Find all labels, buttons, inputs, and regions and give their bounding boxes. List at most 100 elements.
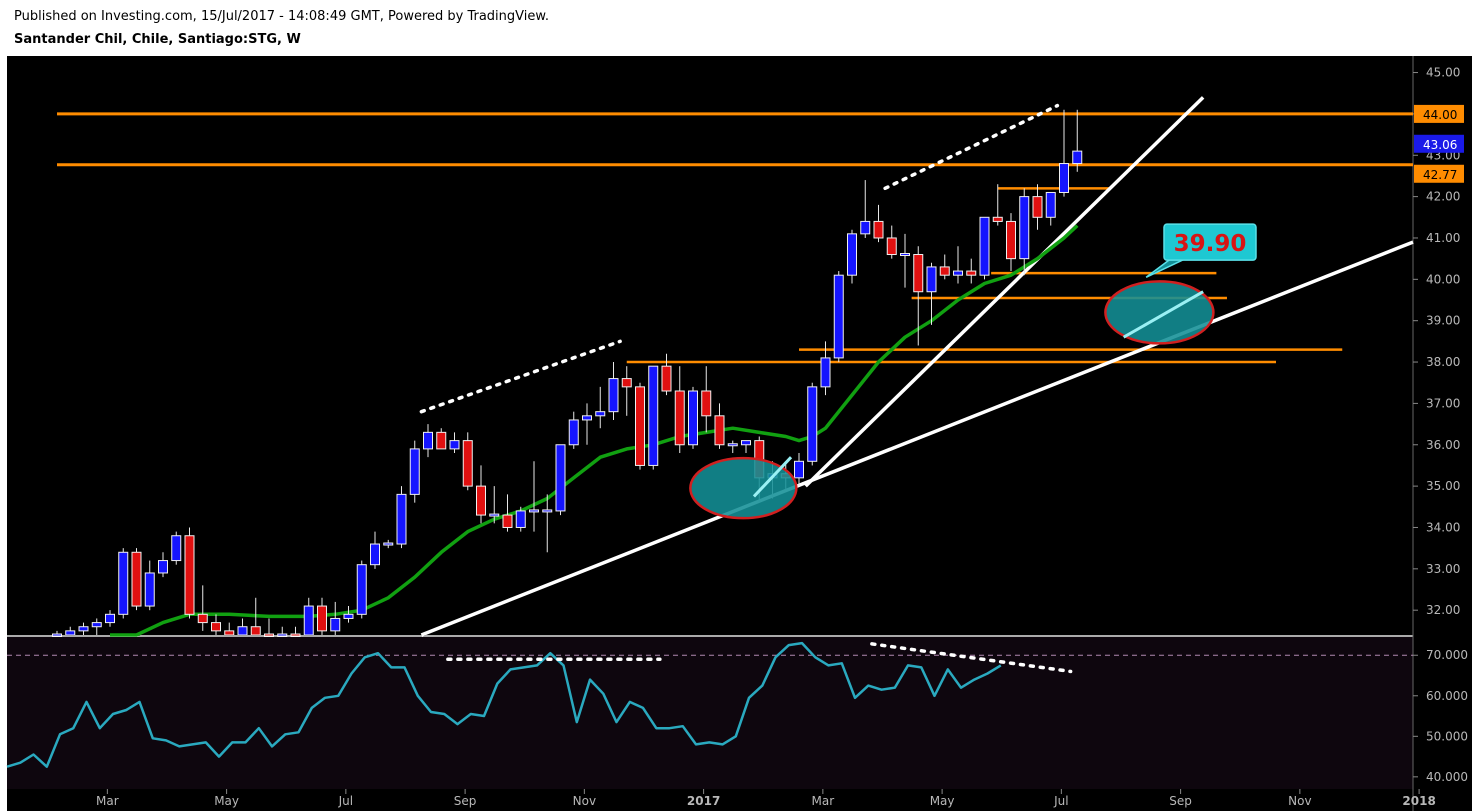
bullish-candle xyxy=(91,622,102,628)
bullish-candle xyxy=(727,443,738,447)
instrument-title: Santander Chil, Chile, Santiago:STG, W xyxy=(14,32,301,47)
bullish-candle xyxy=(1072,150,1083,165)
bullish-candle xyxy=(688,390,698,446)
bullish-candle xyxy=(343,613,354,619)
price-tick-label: 33.00 xyxy=(1426,562,1460,576)
rsi-tick-label: 60.000 xyxy=(1426,689,1468,703)
bullish-candle xyxy=(423,431,433,450)
bearish-candle xyxy=(886,237,897,256)
bearish-candle xyxy=(661,365,672,392)
bullish-candle xyxy=(489,513,500,517)
last-price-label: 43.06 xyxy=(1423,138,1457,152)
rsi-tick-label: 70.000 xyxy=(1426,648,1468,662)
bullish-candle xyxy=(833,274,844,359)
bullish-candle xyxy=(979,216,990,276)
bearish-candle xyxy=(939,266,950,276)
bullish-candle xyxy=(860,220,871,235)
time-tick-label: Nov xyxy=(573,794,596,808)
time-tick-label: Jul xyxy=(338,794,353,808)
bullish-candle xyxy=(277,633,288,637)
bullish-candle xyxy=(144,572,155,607)
bullish-candle xyxy=(105,613,115,624)
bullish-candle xyxy=(542,509,553,513)
trendline xyxy=(420,240,1414,637)
bullish-candle xyxy=(370,543,380,566)
bullish-candle xyxy=(158,560,168,574)
bearish-candle xyxy=(211,622,221,632)
price-tick-label: 40.00 xyxy=(1426,272,1460,286)
time-tick-label: May xyxy=(930,794,955,808)
bounce-zone-highlight xyxy=(752,456,793,498)
rsi-divergence-dotted-line xyxy=(870,642,1073,674)
target-zone-highlight xyxy=(1122,290,1204,339)
bearish-candle xyxy=(674,390,685,446)
bearish-candle xyxy=(714,415,725,446)
price-tick-label: 41.00 xyxy=(1426,231,1460,245)
price-tick-label: 32.00 xyxy=(1426,603,1460,617)
bullish-candle xyxy=(515,510,526,528)
time-tick-label: Mar xyxy=(96,794,119,808)
bullish-candle xyxy=(953,270,963,276)
bearish-candle xyxy=(873,220,884,239)
bearish-candle xyxy=(966,270,977,276)
time-tick-label: Sep xyxy=(454,794,477,808)
bullish-candle xyxy=(356,564,367,615)
bullish-candle xyxy=(1019,196,1030,260)
price-tick-label: 37.00 xyxy=(1426,396,1460,410)
bullish-candle xyxy=(595,411,606,417)
bullish-candle xyxy=(330,617,341,632)
bearish-candle xyxy=(264,633,274,637)
bearish-candle xyxy=(317,605,327,632)
resistance-price-label: 44.00 xyxy=(1423,108,1457,122)
time-axis xyxy=(7,789,1413,811)
publish-info: Published on Investing.com, 15/Jul/2017 … xyxy=(14,9,549,24)
bullish-candle xyxy=(118,551,129,615)
rsi-line xyxy=(6,641,1002,768)
bullish-candle xyxy=(900,253,910,257)
rsi-tick-label: 40.000 xyxy=(1426,770,1468,784)
bullish-candle xyxy=(409,448,420,495)
price-tick-label: 45.00 xyxy=(1426,66,1460,80)
bullish-candle xyxy=(303,605,314,636)
time-tick-label: Mar xyxy=(812,794,835,808)
bearish-candle xyxy=(184,535,195,615)
bearish-candle xyxy=(436,431,447,450)
price-tick-label: 35.00 xyxy=(1426,479,1460,493)
time-tick-label: May xyxy=(214,794,239,808)
bullish-candle xyxy=(396,493,407,545)
bullish-candle xyxy=(582,415,592,421)
bearish-candle xyxy=(635,386,645,466)
bearish-candle xyxy=(476,485,486,516)
bounce-zone-ellipse xyxy=(689,456,798,520)
bearish-candle xyxy=(224,630,235,636)
bullish-candle xyxy=(78,626,89,632)
bearish-candle xyxy=(621,378,632,388)
price-tick-label: 36.00 xyxy=(1426,438,1460,452)
time-tick-label: Jul xyxy=(1053,794,1068,808)
bearish-candle xyxy=(290,633,301,637)
rsi-pane xyxy=(7,637,1413,789)
bullish-candle xyxy=(648,365,659,466)
bearish-candle xyxy=(913,254,924,293)
bullish-candle xyxy=(926,266,937,293)
price-tick-label: 39.00 xyxy=(1426,314,1460,328)
bullish-candle xyxy=(820,357,831,388)
bullish-candle xyxy=(449,440,460,450)
bullish-candle xyxy=(794,460,804,479)
price-tick-label: 34.00 xyxy=(1426,520,1460,534)
resistance-price-label-box xyxy=(1414,104,1464,123)
bullish-candle xyxy=(1045,191,1056,218)
bearish-candle xyxy=(502,514,513,528)
trendline xyxy=(804,96,1205,488)
price-pane xyxy=(7,56,1413,635)
bullish-candle xyxy=(847,233,857,276)
bullish-candle xyxy=(52,633,62,637)
bearish-candle xyxy=(131,551,142,607)
bullish-candle xyxy=(237,626,248,636)
bullish-candle xyxy=(383,542,394,546)
resistance-price-label-box xyxy=(1414,164,1464,183)
bullish-candle xyxy=(65,630,76,636)
bullish-candle xyxy=(741,440,751,446)
bullish-candle xyxy=(529,509,539,513)
